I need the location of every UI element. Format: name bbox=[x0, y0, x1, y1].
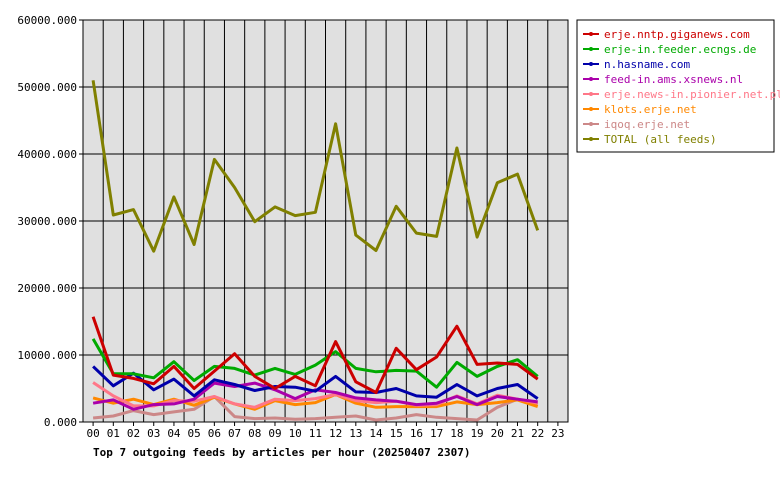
legend-label: erje.news-in.pionier.net.pl bbox=[604, 88, 780, 101]
series-line bbox=[92, 395, 539, 422]
x-tick-label: 10 bbox=[289, 427, 302, 440]
y-tick-label: 20000.000 bbox=[17, 282, 77, 295]
legend-label: erje.nntp.giganews.com bbox=[604, 28, 750, 41]
x-tick-label: 13 bbox=[349, 427, 362, 440]
legend-label: erje-in.feeder.ecngs.de bbox=[604, 43, 756, 56]
series-line bbox=[91, 316, 539, 394]
legend-label: klots.erje.net bbox=[604, 103, 697, 116]
x-tick-label: 05 bbox=[188, 427, 201, 440]
x-axis: 00 01 02 03 04 05 06 07 08 09 10 11 12 13 14 15 16 17 18 19… bbox=[86, 422, 565, 440]
legend-label: feed-in.ams.xsnews.nl bbox=[604, 73, 743, 86]
legend-marker bbox=[589, 77, 593, 81]
x-tick-label: 23 bbox=[551, 427, 564, 440]
y-tick-label: 0.000 bbox=[44, 416, 77, 429]
x-tick-label: 12 bbox=[329, 427, 342, 440]
y-tick-label: 40000.000 bbox=[17, 148, 77, 161]
x-tick-label: 16 bbox=[410, 427, 423, 440]
x-tick-label: 18 bbox=[450, 427, 463, 440]
legend-marker bbox=[589, 122, 593, 126]
legend-label: iqoq.erje.net bbox=[604, 118, 690, 131]
chart-title: Top 7 outgoing feeds by articles per hou… bbox=[93, 446, 471, 459]
legend-marker bbox=[589, 47, 593, 51]
x-tick-label: 17 bbox=[430, 427, 443, 440]
legend-label: n.hasname.com bbox=[604, 58, 690, 71]
y-tick-label: 50000.000 bbox=[17, 81, 77, 94]
legend-label: TOTAL (all feeds) bbox=[604, 133, 717, 146]
x-tick-label: 08 bbox=[248, 427, 261, 440]
legend-marker bbox=[589, 107, 593, 111]
x-tick-label: 14 bbox=[369, 427, 383, 440]
y-axis: 0.000 10000.000 20000.000 30000.000 40000.00… bbox=[17, 14, 83, 429]
x-tick-label: 06 bbox=[208, 427, 221, 440]
x-tick-label: 00 bbox=[86, 427, 99, 440]
legend-marker bbox=[589, 62, 593, 66]
legend-box bbox=[576, 19, 775, 153]
x-tick-label: 22 bbox=[531, 427, 544, 440]
x-tick-label: 09 bbox=[268, 427, 281, 440]
y-tick-label: 30000.000 bbox=[17, 215, 77, 228]
x-tick-label: 07 bbox=[228, 427, 241, 440]
series-line bbox=[92, 365, 539, 400]
legend-marker bbox=[589, 92, 593, 96]
y-tick-label: 60000.000 bbox=[17, 14, 77, 27]
x-tick-label: 02 bbox=[127, 427, 140, 440]
legend: erje.nntp.giganews.com erje-in.feeder.ecn… bbox=[576, 19, 780, 153]
x-tick-label: 19 bbox=[470, 427, 483, 440]
series-line bbox=[91, 80, 540, 253]
series-line bbox=[91, 338, 539, 389]
x-tick-label: 11 bbox=[309, 427, 322, 440]
series-layer bbox=[91, 80, 540, 422]
legend-marker bbox=[589, 137, 593, 141]
x-tick-label: 15 bbox=[390, 427, 403, 440]
x-tick-label: 04 bbox=[167, 427, 181, 440]
x-tick-label: 21 bbox=[511, 427, 524, 440]
legend-marker bbox=[589, 32, 593, 36]
x-tick-label: 20 bbox=[491, 427, 504, 440]
y-tick-label: 10000.000 bbox=[17, 349, 77, 362]
x-tick-label: 01 bbox=[107, 427, 120, 440]
x-tick-label: 03 bbox=[147, 427, 160, 440]
